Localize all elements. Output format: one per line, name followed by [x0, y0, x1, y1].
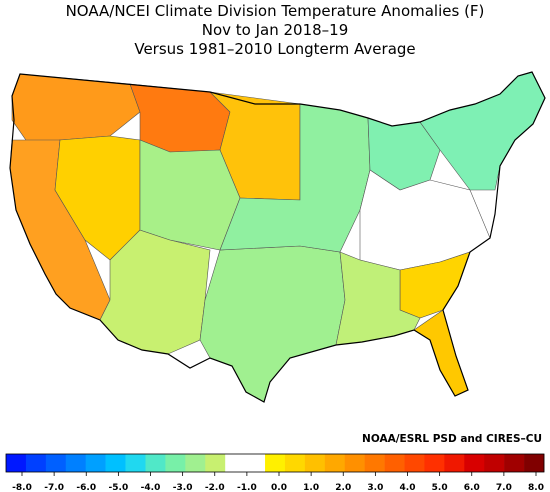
legend-swatch — [25, 454, 47, 472]
region-florida — [413, 309, 469, 397]
legend-label: -6.0 — [76, 483, 96, 492]
legend-swatch — [85, 454, 106, 472]
legend-swatch — [185, 454, 206, 472]
legend-label: 6.0 — [464, 483, 480, 492]
legend-label: 3.0 — [367, 483, 383, 492]
legend-swatch — [45, 454, 67, 472]
legend-swatch — [424, 454, 445, 472]
credit-text: NOAA/ESRL PSD and CIRES–CU — [362, 433, 542, 445]
legend-label: 1.0 — [303, 483, 319, 492]
legend-swatch — [65, 454, 87, 472]
legend-label: -4.0 — [141, 483, 161, 492]
map-regions — [9, 71, 546, 403]
legend-swatch — [205, 454, 226, 472]
legend-swatch — [125, 454, 146, 472]
title-line-3: Versus 1981–2010 Longterm Average — [134, 40, 416, 58]
legend-swatch — [444, 454, 465, 472]
legend-label: -1.0 — [237, 483, 257, 492]
legend-swatch — [484, 454, 505, 472]
legend-swatch — [225, 454, 246, 472]
legend-label: 2.0 — [335, 483, 351, 492]
title-line-1: NOAA/NCEI Climate Division Temperature A… — [65, 2, 485, 20]
legend-label: -2.0 — [205, 483, 225, 492]
legend-swatch — [165, 454, 186, 472]
legend-label: -3.0 — [173, 483, 193, 492]
legend-label: 4.0 — [400, 483, 416, 492]
legend-swatch — [265, 454, 286, 472]
title-block: NOAA/NCEI Climate Division Temperature A… — [0, 2, 550, 59]
legend-swatch — [364, 454, 385, 472]
legend-swatch — [245, 454, 266, 472]
legend-label: 8.0 — [528, 483, 544, 492]
legend-swatch — [324, 454, 346, 472]
legend-swatch — [105, 454, 126, 472]
legend-label: -7.0 — [44, 483, 64, 492]
color-legend: -8.0 -7.0 -6.0 -5.0 -4.0 -3.0 -2.0 -1.0 0.0 1.0 2.… — [5, 453, 545, 492]
legend-swatch — [504, 454, 525, 472]
legend-label: -5.0 — [109, 483, 129, 492]
legend-frame — [5, 453, 545, 473]
region-pacific-northwest — [11, 73, 141, 147]
legend-label: 0.0 — [271, 483, 287, 492]
us-anomaly-map — [9, 71, 546, 403]
title-line-2: Nov to Jan 2018–19 — [201, 21, 349, 39]
legend-swatch — [524, 454, 545, 472]
legend-label: 5.0 — [432, 483, 448, 492]
legend-swatch — [464, 454, 485, 472]
legend-swatch — [6, 454, 27, 472]
region-northeast — [419, 71, 546, 191]
legend-swatch — [344, 454, 365, 472]
legend-swatch — [145, 454, 166, 472]
legend-swatch — [384, 454, 405, 472]
legend-label: -8.0 — [12, 483, 32, 492]
legend-swatch — [404, 454, 425, 472]
legend-swatch — [284, 454, 306, 472]
us-outline — [9, 71, 546, 403]
legend-swatch — [304, 454, 326, 472]
legend-label: 7.0 — [496, 483, 512, 492]
